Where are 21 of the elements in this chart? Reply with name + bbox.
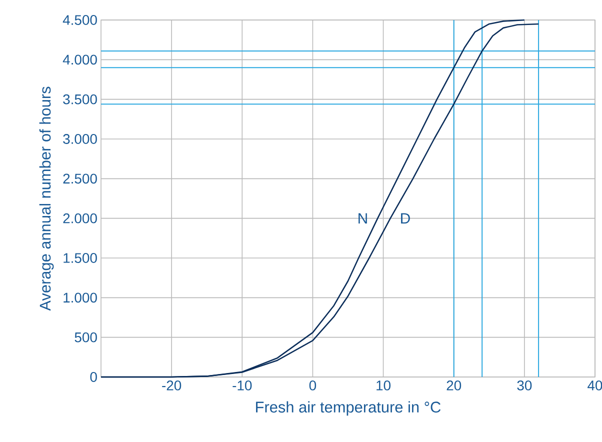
x-tick-label: -20 xyxy=(162,380,182,390)
x-tick-label: 0 xyxy=(309,380,316,390)
x-axis-title: Fresh air temperature in °C xyxy=(256,401,441,416)
y-axis-title: Average annual number of hours xyxy=(39,86,54,311)
y-tick-label: 3.000 xyxy=(63,134,97,144)
y-tick-label: 3.500 xyxy=(63,94,97,104)
y-tick-label: 1.000 xyxy=(64,292,97,303)
x-tick-label: -10 xyxy=(232,380,252,390)
x-tick-label: 20 xyxy=(446,380,462,390)
y-tick-label: 2.000 xyxy=(63,213,97,224)
y-tick-label: 4.500 xyxy=(62,15,97,25)
x-tick-label: 30 xyxy=(517,380,532,390)
y-tick-label: 0 xyxy=(90,372,97,382)
series-label: D xyxy=(401,213,410,224)
x-tick-label: 10 xyxy=(376,380,391,390)
y-tick-label: 500 xyxy=(74,332,97,342)
y-tick-label: 4.000 xyxy=(62,54,97,65)
y-tick-label: 2.500 xyxy=(63,174,97,184)
series-label: N xyxy=(358,213,367,224)
y-tick-label: 1.500 xyxy=(64,253,97,263)
x-tick-label: 40 xyxy=(588,380,602,390)
